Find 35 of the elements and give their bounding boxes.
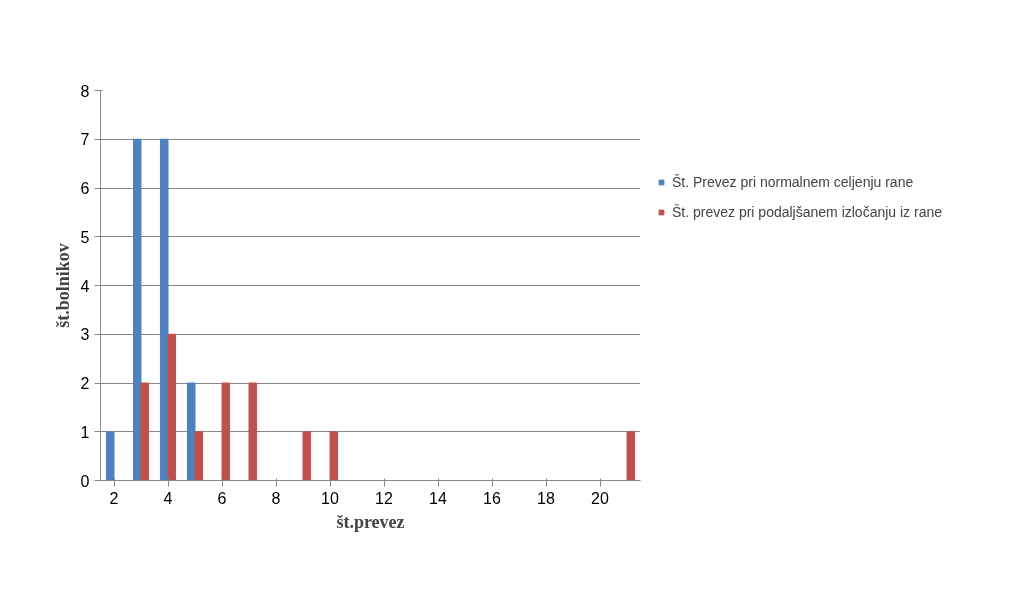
x-tick-label: 4 bbox=[163, 489, 173, 507]
x-tick-label: 16 bbox=[483, 489, 501, 507]
x-tick-label: 2 bbox=[109, 489, 119, 507]
y-tick-label: 6 bbox=[80, 180, 90, 197]
legend-label: Št. Prevez pri normalnem celjenju rane bbox=[672, 174, 914, 190]
x-tick-label: 18 bbox=[537, 489, 555, 507]
bar bbox=[159, 138, 169, 481]
bar bbox=[302, 431, 312, 481]
bar bbox=[167, 333, 177, 481]
bar bbox=[186, 382, 196, 481]
bar bbox=[626, 431, 636, 481]
x-axis-title: št.prevez bbox=[336, 511, 405, 532]
x-tick-label: 12 bbox=[375, 489, 393, 507]
y-tick-label: 0 bbox=[80, 472, 90, 490]
bar bbox=[194, 431, 204, 481]
x-tick-label: 8 bbox=[271, 489, 281, 507]
x-tick-label: 14 bbox=[429, 489, 447, 507]
bar bbox=[105, 431, 115, 481]
y-tick-label: 2 bbox=[80, 375, 90, 392]
bar bbox=[132, 138, 142, 481]
bar bbox=[140, 382, 150, 481]
bar bbox=[329, 431, 339, 481]
x-tick-label: 6 bbox=[217, 489, 227, 507]
bar bbox=[221, 382, 231, 481]
y-axis-title: št.bolnikov bbox=[52, 243, 73, 328]
x-tick-label: 20 bbox=[591, 489, 609, 507]
y-tick-label: 4 bbox=[80, 277, 90, 295]
x-tick-label: 10 bbox=[321, 489, 339, 507]
legend-label: Št. prevez pri podaljšanem izločanju iz rane bbox=[672, 204, 943, 220]
y-tick-label: 3 bbox=[80, 326, 90, 344]
y-tick-label: 8 bbox=[80, 82, 90, 100]
y-tick-label: 7 bbox=[80, 131, 90, 149]
y-tick-label: 1 bbox=[80, 423, 90, 441]
bar bbox=[248, 382, 258, 481]
y-tick-label: 5 bbox=[80, 228, 90, 246]
